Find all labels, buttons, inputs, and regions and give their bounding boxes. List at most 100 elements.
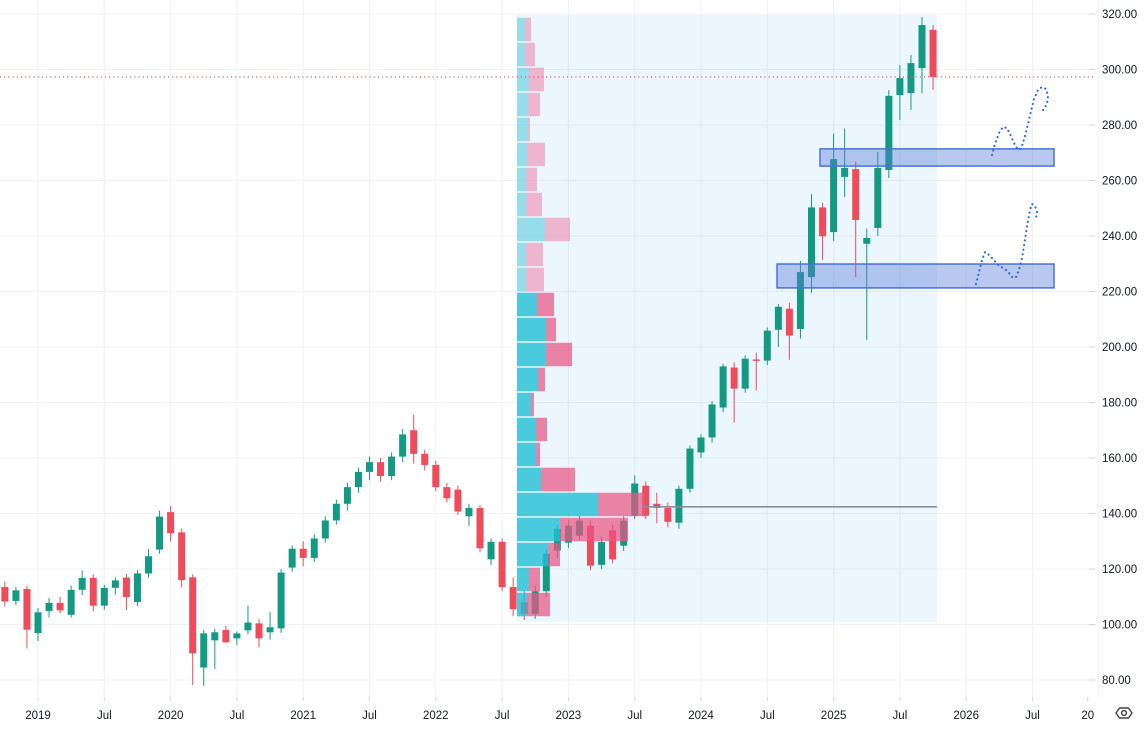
candle-2024-03[interactable] xyxy=(719,363,727,413)
candle-2024-04[interactable] xyxy=(730,362,738,423)
candle-2024-06[interactable] xyxy=(752,352,760,391)
candle-2021-03[interactable] xyxy=(321,516,329,543)
candle-2021-01[interactable] xyxy=(299,541,307,567)
candle-2018-12[interactable] xyxy=(23,585,31,649)
candle-2024-01[interactable] xyxy=(697,434,705,458)
candle-2018-11[interactable] xyxy=(12,587,20,606)
time-label: 2025 xyxy=(821,710,847,722)
candle-2023-09[interactable] xyxy=(653,492,661,524)
candle-2020-01[interactable] xyxy=(167,506,175,542)
candle-2021-02[interactable] xyxy=(310,534,318,563)
time-label: Jul xyxy=(230,710,245,722)
candle-2025-04[interactable] xyxy=(863,228,871,341)
candle-2021-07[interactable] xyxy=(366,456,373,481)
candle-2022-01[interactable] xyxy=(432,460,440,492)
candle-2020-02[interactable] xyxy=(178,528,186,588)
candle-2021-11[interactable] xyxy=(410,414,418,464)
candle-2022-06[interactable] xyxy=(487,538,495,565)
time-label: 20 xyxy=(1081,710,1094,722)
candle-2019-02[interactable] xyxy=(45,598,53,618)
dotted-arrow-drawing-2[interactable] xyxy=(974,202,1039,286)
price-label: 240.00 xyxy=(1102,231,1137,243)
candle-2024-08[interactable] xyxy=(774,303,782,347)
candle-2025-09[interactable] xyxy=(918,17,926,94)
candle-2021-08[interactable] xyxy=(377,458,385,482)
supply-zone-1[interactable] xyxy=(819,148,1055,167)
candle-2021-05[interactable] xyxy=(343,482,351,511)
candle-2025-07[interactable] xyxy=(896,65,904,121)
candle-2021-12[interactable] xyxy=(421,449,429,471)
candle-2023-08[interactable] xyxy=(642,481,650,520)
candle-2019-01[interactable] xyxy=(34,607,42,642)
candle-2019-10[interactable] xyxy=(133,570,141,607)
time-label: 2021 xyxy=(290,710,316,722)
dotted-arrow-drawing-1[interactable] xyxy=(990,85,1050,157)
candle-2024-12[interactable] xyxy=(819,202,827,260)
candle-2022-05[interactable] xyxy=(476,505,484,553)
time-label: Jul xyxy=(97,710,112,722)
candle-2020-05[interactable] xyxy=(211,628,219,669)
candle-2022-04[interactable] xyxy=(465,503,473,526)
candle-2020-07[interactable] xyxy=(233,631,241,646)
time-axis[interactable]: 2019 Jul 2020 Jul 2021 Jul 2022 Jul 2023 Jul 2024 J… xyxy=(25,697,1094,722)
candle-2025-10[interactable] xyxy=(929,25,937,90)
candle-2024-09[interactable] xyxy=(785,302,793,360)
candle-2020-12[interactable] xyxy=(288,545,296,572)
candle-2025-08[interactable] xyxy=(907,55,915,111)
candle-2022-08[interactable] xyxy=(509,577,517,617)
candle-2019-05[interactable] xyxy=(78,570,86,596)
candle-2021-09[interactable] xyxy=(388,452,396,481)
price-label: 300.00 xyxy=(1102,65,1137,77)
candle-2019-12[interactable] xyxy=(156,510,164,554)
candle-2020-08[interactable] xyxy=(244,605,252,635)
candle-2025-01[interactable] xyxy=(830,133,838,241)
price-label: 220.00 xyxy=(1102,287,1137,299)
candle-2019-03[interactable] xyxy=(56,596,64,614)
price-label: 80.00 xyxy=(1102,675,1131,687)
candle-2018-10[interactable] xyxy=(1,581,9,607)
candle-2022-02[interactable] xyxy=(443,482,451,503)
price-label: 100.00 xyxy=(1102,620,1137,632)
candle-2020-09[interactable] xyxy=(255,618,263,648)
candle-2021-10[interactable] xyxy=(399,428,407,463)
eye-icon[interactable] xyxy=(1115,707,1133,719)
candle-2019-09[interactable] xyxy=(122,573,130,611)
candle-2019-04[interactable] xyxy=(67,585,75,618)
candle-2019-06[interactable] xyxy=(89,574,97,612)
candle-2019-11[interactable] xyxy=(145,549,152,578)
candle-2025-03[interactable] xyxy=(852,161,860,278)
time-label: 2023 xyxy=(556,710,582,722)
candle-2020-04[interactable] xyxy=(200,630,208,686)
candle-2022-07[interactable] xyxy=(498,538,506,592)
candle-2021-06[interactable] xyxy=(354,467,362,493)
candle-2019-08[interactable] xyxy=(111,577,119,595)
candle-2024-05[interactable] xyxy=(741,355,749,393)
time-label: Jul xyxy=(627,710,642,722)
candle-2021-04[interactable] xyxy=(332,499,340,525)
candle-2022-03[interactable] xyxy=(454,485,462,515)
candle-2020-11[interactable] xyxy=(277,569,285,633)
price-axis[interactable]: 320.00 300.00 280.00 260.00 240.00 220.00 200.… xyxy=(1089,9,1137,687)
price-label: 280.00 xyxy=(1102,120,1137,132)
candle-2020-10[interactable] xyxy=(266,612,274,640)
time-label: Jul xyxy=(760,710,775,722)
time-label: 2019 xyxy=(25,710,51,722)
candle-2020-06[interactable] xyxy=(222,625,230,643)
candle-2024-11[interactable] xyxy=(808,194,815,293)
candle-2025-06[interactable] xyxy=(885,90,893,179)
time-label: 2022 xyxy=(423,710,449,722)
candle-2023-12[interactable] xyxy=(686,445,694,493)
candle-2019-07[interactable] xyxy=(100,584,108,610)
candle-2023-04[interactable] xyxy=(598,537,606,569)
candle-2020-03[interactable] xyxy=(189,574,197,685)
candle-2024-07[interactable] xyxy=(763,327,771,366)
candle-2024-02[interactable] xyxy=(708,401,716,443)
candle-2025-02[interactable] xyxy=(841,128,849,198)
volume-profile[interactable] xyxy=(517,17,645,617)
supply-zone-2[interactable] xyxy=(776,263,1055,289)
time-label: Jul xyxy=(495,710,510,722)
candle-2024-10[interactable] xyxy=(796,260,804,339)
price-label: 260.00 xyxy=(1102,176,1137,188)
